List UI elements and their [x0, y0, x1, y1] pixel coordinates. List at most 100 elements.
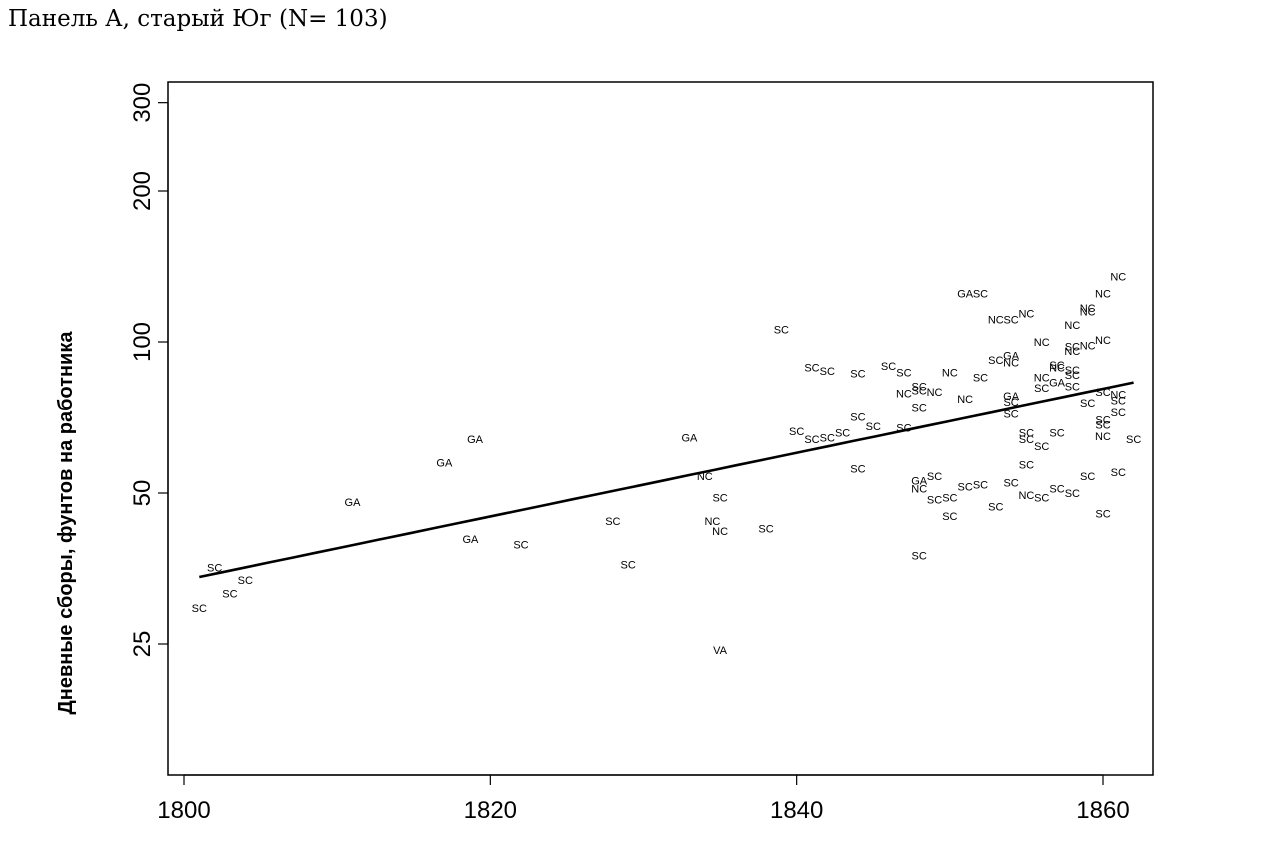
- point-80: SC: [1065, 370, 1080, 382]
- trend-line: [199, 381, 1134, 579]
- point-39: NC: [927, 387, 943, 399]
- point-95: NC: [1110, 272, 1126, 284]
- point-85: NC: [1080, 340, 1096, 352]
- point-7: GA: [467, 434, 484, 446]
- point-56: NC: [1003, 358, 1019, 370]
- point-73: GA: [1049, 378, 1066, 390]
- point-86: SC: [1080, 398, 1095, 410]
- point-43: SC: [942, 492, 957, 504]
- point-25: SC: [850, 369, 865, 381]
- point-26: SC: [850, 412, 865, 424]
- point-75: SC: [1049, 484, 1064, 496]
- point-77: SC: [1065, 341, 1080, 353]
- point-62: SC: [1019, 428, 1034, 440]
- x-axis: 1800 1820 1840 1860: [157, 774, 1130, 824]
- point-6: GA: [462, 534, 479, 546]
- y-axis: 25 50 100 200 300: [129, 83, 169, 658]
- point-72: NC: [1049, 362, 1065, 374]
- point-36: GA: [911, 475, 928, 487]
- point-30: SC: [896, 367, 911, 379]
- point-68: SC: [1034, 383, 1049, 395]
- point-53: SC: [988, 501, 1003, 513]
- point-12: NC: [697, 471, 713, 483]
- panel-title: Панель А, старый Юг (N= 103): [8, 6, 388, 32]
- point-42: NC: [942, 367, 958, 379]
- point-21: SC: [804, 434, 819, 446]
- point-35: SC: [912, 403, 927, 415]
- data-points: SCSCSCSCGAGAGAGASCSCSCGANCNCNCSCVASCSCSC…: [192, 272, 1142, 658]
- point-28: SC: [866, 421, 881, 433]
- point-46: SC: [958, 482, 973, 494]
- point-10: SC: [621, 560, 636, 572]
- point-97: SC: [1111, 395, 1126, 407]
- point-37: NC: [911, 484, 927, 496]
- point-58: SC: [1003, 397, 1018, 409]
- point-92: SC: [1095, 419, 1110, 431]
- point-33: SC: [912, 386, 927, 398]
- point-24: SC: [835, 428, 850, 440]
- x-tick-label-1820: 1820: [464, 797, 517, 824]
- point-14: NC: [712, 526, 728, 538]
- y-tick-label-25: 25: [129, 631, 156, 658]
- point-40: SC: [927, 471, 942, 483]
- point-32: NC: [896, 388, 912, 400]
- point-69: SC: [1034, 441, 1049, 453]
- point-98: SC: [1111, 407, 1126, 419]
- point-93: NC: [1095, 431, 1111, 443]
- x-tick-label-1800: 1800: [157, 797, 210, 824]
- point-66: NC: [1034, 337, 1050, 349]
- point-81: SC: [1065, 382, 1080, 394]
- point-48: SC: [973, 288, 988, 300]
- point-51: NC: [988, 314, 1004, 326]
- point-83: NC: [1080, 303, 1096, 315]
- point-55: GA: [1003, 350, 1020, 362]
- point-76: NC: [1064, 320, 1080, 332]
- point-16: VA: [713, 645, 728, 657]
- point-38: SC: [912, 551, 927, 563]
- point-11: GA: [681, 433, 698, 445]
- point-96: NC: [1110, 390, 1126, 402]
- point-71: SC: [1049, 360, 1064, 372]
- point-54: SC: [1003, 314, 1018, 326]
- point-63: SC: [1019, 434, 1034, 446]
- plot-frame: [167, 81, 1154, 776]
- point-44: SC: [942, 511, 957, 523]
- y-tick-label-200: 200: [129, 171, 156, 211]
- point-5: GA: [436, 458, 453, 470]
- point-27: SC: [850, 463, 865, 475]
- point-78: NC: [1064, 346, 1080, 358]
- point-8: SC: [513, 539, 528, 551]
- point-3: SC: [238, 575, 253, 587]
- point-4: GA: [345, 497, 362, 509]
- point-64: SC: [1019, 459, 1034, 471]
- point-18: SC: [774, 324, 789, 336]
- point-49: SC: [973, 372, 988, 384]
- point-50: SC: [973, 479, 988, 491]
- point-9: SC: [605, 516, 620, 528]
- point-61: NC: [1018, 308, 1034, 320]
- y-tick-label-300: 300: [129, 83, 156, 123]
- point-65: NC: [1018, 490, 1034, 502]
- y-tick-label-50: 50: [129, 480, 156, 507]
- point-99: SC: [1111, 467, 1126, 479]
- point-17: SC: [758, 523, 773, 535]
- point-41: SC: [927, 495, 942, 507]
- point-57: GA: [1003, 391, 1020, 403]
- point-20: SC: [804, 362, 819, 374]
- point-82: SC: [1065, 488, 1080, 500]
- x-tick-label-1860: 1860: [1076, 797, 1129, 824]
- point-23: SC: [820, 433, 835, 445]
- point-15: SC: [712, 492, 727, 504]
- point-91: SC: [1095, 415, 1110, 427]
- point-47: GA: [957, 288, 974, 300]
- point-1: SC: [207, 563, 222, 575]
- y-axis-label: Дневные сборы, фунтов на работника: [55, 331, 77, 715]
- x-tick-label-1840: 1840: [770, 797, 823, 824]
- point-45: NC: [957, 394, 973, 406]
- y-tick-label-100: 100: [129, 322, 156, 362]
- point-59: SC: [1003, 409, 1018, 421]
- point-88: NC: [1095, 288, 1111, 300]
- point-60: SC: [1003, 477, 1018, 489]
- point-67: NC: [1034, 372, 1050, 384]
